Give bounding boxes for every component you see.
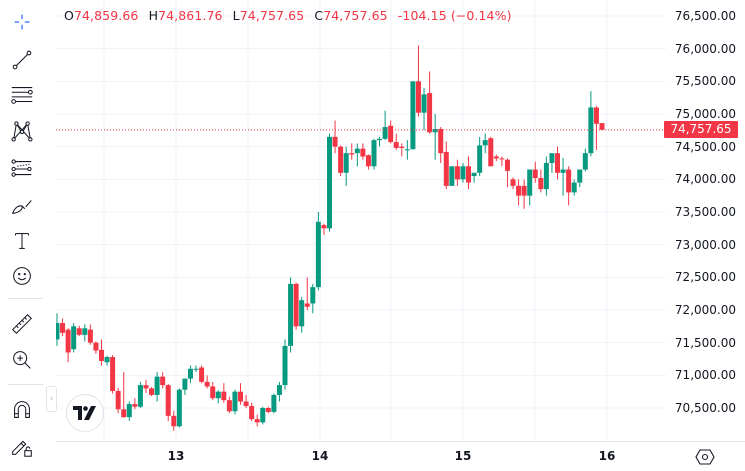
brush-tool-button[interactable] [8,192,36,220]
price-tick-label: 76,000.00 [674,41,736,56]
fib-retracement-tool-button[interactable] [8,81,36,109]
time-tick-label: 15 [454,449,472,463]
price-tick-label: 71,000.00 [674,368,736,383]
text-tool-button[interactable] [8,227,36,255]
price-tick-label: 71,500.00 [674,335,736,350]
zoom-in-tool-button[interactable] [8,346,36,374]
close-key: C [314,8,324,23]
low-key: L [232,8,240,23]
toolbar-divider [8,298,43,299]
magnet-tool-button[interactable] [8,396,36,424]
price-tick-label: 72,000.00 [674,303,736,317]
time-tick-label: 14 [311,449,329,463]
price-tick-label: 73,500.00 [674,205,736,219]
lock-drawings-button[interactable] [8,432,36,460]
time-axis[interactable]: 13 14 15 16 [56,441,666,471]
axis-corner [666,441,745,471]
chart-pane[interactable] [56,0,666,440]
high-value: 74,861.76 [158,8,223,23]
ohlc-legend: O74,859.66 H74,861.76 L74,757.65 C74,757… [64,8,512,23]
settings-hexagon-icon [695,449,715,465]
emoji-tool-button[interactable] [8,262,36,290]
open-value: 74,859.66 [73,8,139,23]
price-axis[interactable]: 76,500.00 76,000.00 75,500.00 75,000.00 74,5… [666,0,745,440]
change-value: -104.15 (−0.14%) [397,8,512,23]
price-tick-label: 70,500.00 [674,401,736,415]
zoom-in-icon [13,351,31,369]
price-tick-label: 73,000.00 [674,237,736,252]
price-tick-label: 75,500.00 [674,74,736,89]
lock-drawing-icon [12,440,32,457]
chart-settings-button[interactable] [694,447,716,467]
prediction-tool-button[interactable] [8,155,36,183]
text-icon [14,233,30,249]
price-tick-label: 72,500.00 [674,270,736,285]
pattern-tool-button[interactable] [8,117,36,145]
fib-retracement-icon [11,87,33,104]
time-tick-label: 13 [167,449,185,463]
tradingview-logo[interactable] [66,394,104,432]
pattern-icon [11,121,33,142]
trend-line-icon [12,50,32,70]
tradingview-logo-icon [73,406,96,420]
candlestick-chart [56,0,666,440]
open-key: O [64,8,74,23]
price-tick-label: 75,000.00 [674,107,736,121]
time-tick-label: 16 [598,449,616,463]
prediction-measure-icon [11,159,32,177]
measure-tool-button[interactable] [8,310,36,338]
ruler-icon [11,313,33,335]
emoji-icon [13,267,31,285]
toolbar-collapse-button[interactable]: ‹ [46,386,57,412]
crosshair-tool-button[interactable] [8,8,36,36]
close-value: 74,757.65 [323,8,388,23]
trend-line-tool-button[interactable] [8,46,36,74]
magnet-icon [14,401,30,418]
brush-icon [11,200,32,215]
crosshair-icon [14,14,30,30]
price-tick-label: 74,500.00 [674,139,736,154]
price-tick-label: 76,500.00 [674,9,736,23]
toolbar-divider [8,384,43,385]
price-tick-label: 74,000.00 [674,172,736,187]
drawing-toolbar [0,0,44,470]
low-value: 74,757.65 [239,8,305,23]
last-price-label: 74,757.65 [664,121,738,139]
high-key: H [148,8,159,23]
